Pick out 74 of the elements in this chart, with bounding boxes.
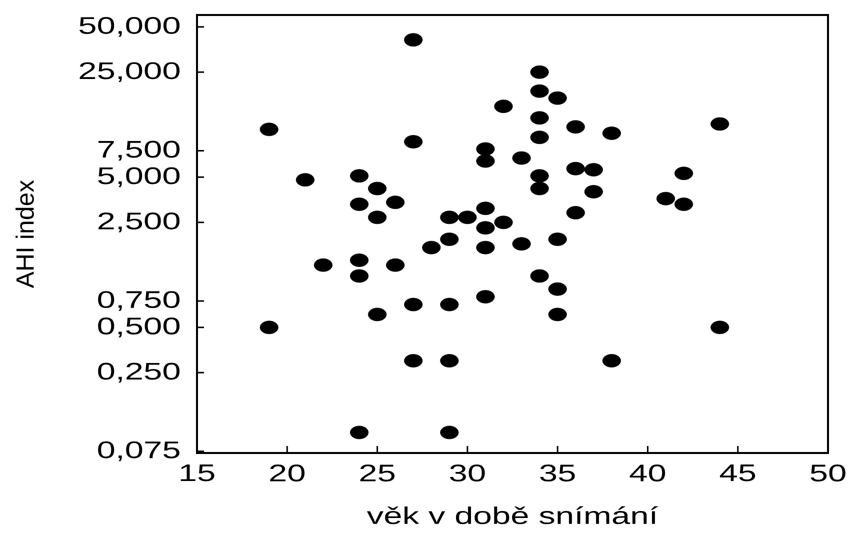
point xyxy=(566,206,585,220)
point xyxy=(530,65,549,79)
y-tick-label: 50,000 xyxy=(79,16,180,37)
point xyxy=(422,240,441,254)
point xyxy=(350,426,369,440)
point xyxy=(386,196,405,210)
point xyxy=(548,91,567,105)
point xyxy=(368,308,387,322)
x-tick-label: 15 xyxy=(180,464,214,482)
x-tick-label: 20 xyxy=(270,464,305,482)
point xyxy=(512,237,531,251)
y-tick-label: 0,500 xyxy=(98,318,180,338)
point xyxy=(602,354,621,368)
point xyxy=(440,426,459,440)
point xyxy=(476,221,495,235)
point xyxy=(674,166,694,180)
x-tick-label: 45 xyxy=(720,464,756,482)
point xyxy=(404,33,423,47)
point xyxy=(440,354,459,368)
point xyxy=(584,185,603,198)
x-axis-title: věk v době snímání xyxy=(366,506,658,524)
y-tick-label: 2,500 xyxy=(98,212,180,232)
point xyxy=(476,290,495,304)
point xyxy=(440,232,459,246)
point xyxy=(566,162,585,176)
point xyxy=(710,320,730,334)
point xyxy=(458,210,477,224)
point xyxy=(476,202,495,216)
x-tick-label: 25 xyxy=(360,464,395,482)
y-tick-label: 0,075 xyxy=(98,441,180,462)
x-tick-label: 30 xyxy=(450,464,485,482)
y-tick-label: 5,000 xyxy=(98,167,180,188)
point xyxy=(350,269,369,283)
point xyxy=(368,210,387,224)
point xyxy=(530,111,549,125)
point xyxy=(404,135,423,148)
point xyxy=(530,182,549,196)
point xyxy=(404,298,423,312)
y-tick-label: 0,750 xyxy=(98,291,180,311)
point xyxy=(530,269,549,283)
point xyxy=(530,130,549,144)
point xyxy=(602,126,621,140)
y-tick-label: 25,000 xyxy=(80,62,180,82)
point xyxy=(494,100,513,114)
point xyxy=(476,142,495,156)
point xyxy=(566,120,585,134)
point xyxy=(548,308,567,322)
point xyxy=(440,298,459,312)
point xyxy=(314,258,332,272)
point xyxy=(656,192,676,206)
y-tick-label: 0,250 xyxy=(98,362,180,383)
point xyxy=(548,232,567,246)
point xyxy=(512,151,531,165)
point xyxy=(476,154,495,168)
point xyxy=(476,240,495,254)
x-tick-label: 40 xyxy=(630,464,666,482)
y-axis-title: AHI index xyxy=(16,180,34,288)
point xyxy=(710,117,730,131)
x-tick-label: 50 xyxy=(810,464,846,482)
point xyxy=(530,84,549,98)
point xyxy=(440,210,459,224)
x-tick-label: 35 xyxy=(540,464,575,482)
point xyxy=(296,173,314,187)
point xyxy=(404,354,423,368)
point xyxy=(386,258,405,272)
point xyxy=(260,320,278,334)
y-tick-label: 7,500 xyxy=(98,140,180,161)
point xyxy=(260,122,278,136)
point xyxy=(494,216,513,230)
point xyxy=(584,163,603,176)
point xyxy=(350,169,369,183)
point xyxy=(548,282,567,296)
point xyxy=(368,182,387,196)
point xyxy=(530,169,549,183)
